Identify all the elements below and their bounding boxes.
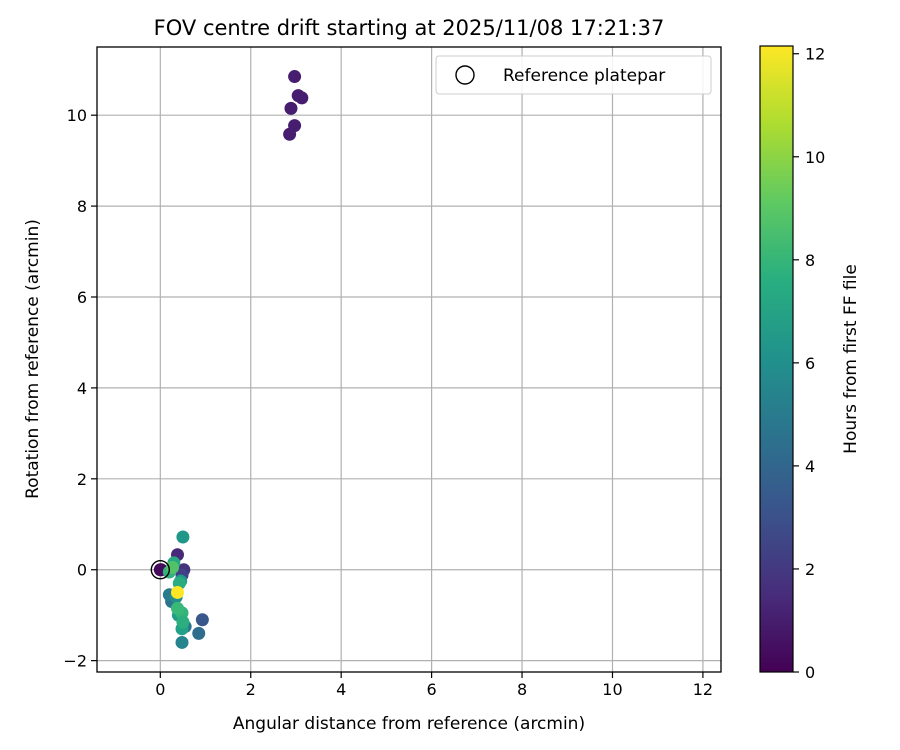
- x-tick-label-5: 10: [602, 680, 622, 699]
- x-tick-label-4: 8: [517, 680, 527, 699]
- x-tick-label-0: 0: [155, 680, 165, 699]
- data-point-28: [166, 560, 180, 574]
- colorbar-tick-label-1: 2: [805, 560, 815, 579]
- colorbar-tick-label-5: 10: [805, 148, 825, 167]
- colorbar-tick-label-6: 12: [805, 45, 825, 64]
- x-tick-label-1: 2: [246, 680, 256, 699]
- legend-box: [435, 55, 712, 95]
- y-tick-label-2: 2: [77, 470, 87, 489]
- y-axis-ticks: −2 0 2 4 6 8 10: [63, 106, 97, 671]
- y-axis-label: Rotation from reference (arcmin): [23, 219, 43, 499]
- colorbar-tick-label-2: 4: [805, 457, 815, 476]
- data-point-1: [288, 70, 302, 84]
- colorbar-tick-label-3: 6: [805, 354, 815, 373]
- y-tick-label-3: 4: [77, 379, 87, 398]
- x-axis-ticks: 0 2 4 6 8 10 12: [155, 672, 713, 699]
- x-tick-label-6: 12: [693, 680, 713, 699]
- legend-label-reference: Reference platepar: [503, 66, 665, 86]
- x-tick-label-2: 4: [336, 680, 346, 699]
- grid-lines: [97, 47, 721, 672]
- y-tick-label-0: −2: [63, 652, 87, 671]
- y-tick-label-4: 6: [77, 288, 87, 307]
- data-point-4: [284, 101, 298, 115]
- y-tick-label-6: 10: [67, 106, 87, 125]
- data-point-27: [176, 615, 190, 629]
- data-point-11: [195, 613, 209, 627]
- points-layer: [150, 70, 309, 649]
- colorbar-frame: [759, 45, 794, 673]
- x-axis-label: Angular distance from reference (arcmin): [233, 714, 585, 734]
- data-point-16: [175, 635, 189, 649]
- plot-frame: [96, 46, 722, 673]
- chart-title: FOV centre drift starting at 2025/11/08 …: [154, 16, 665, 40]
- colorbar: 0 2 4 6 8 10 12 Hours from first FF file: [759, 45, 861, 682]
- data-point-6: [283, 127, 297, 141]
- x-tick-label-3: 6: [427, 680, 437, 699]
- legend-marker-reference: [455, 65, 475, 85]
- y-tick-label-5: 8: [77, 197, 87, 216]
- reference-platepar-marker: [150, 560, 171, 580]
- colorbar-ticks: 0 2 4 6 8 10 12: [793, 45, 825, 682]
- legend: Reference platepar: [435, 55, 712, 95]
- y-tick-label-1: 0: [77, 561, 87, 580]
- data-point-29: [170, 585, 184, 599]
- data-point-17: [176, 530, 190, 544]
- data-point-26: [170, 601, 184, 615]
- data-point-3: [295, 91, 309, 105]
- data-point-12: [192, 626, 206, 640]
- colorbar-label: Hours from first FF file: [841, 264, 861, 454]
- colorbar-tick-label-4: 8: [805, 251, 815, 270]
- colorbar-tick-label-0: 0: [805, 663, 815, 682]
- colorbar-gradient: [760, 46, 793, 672]
